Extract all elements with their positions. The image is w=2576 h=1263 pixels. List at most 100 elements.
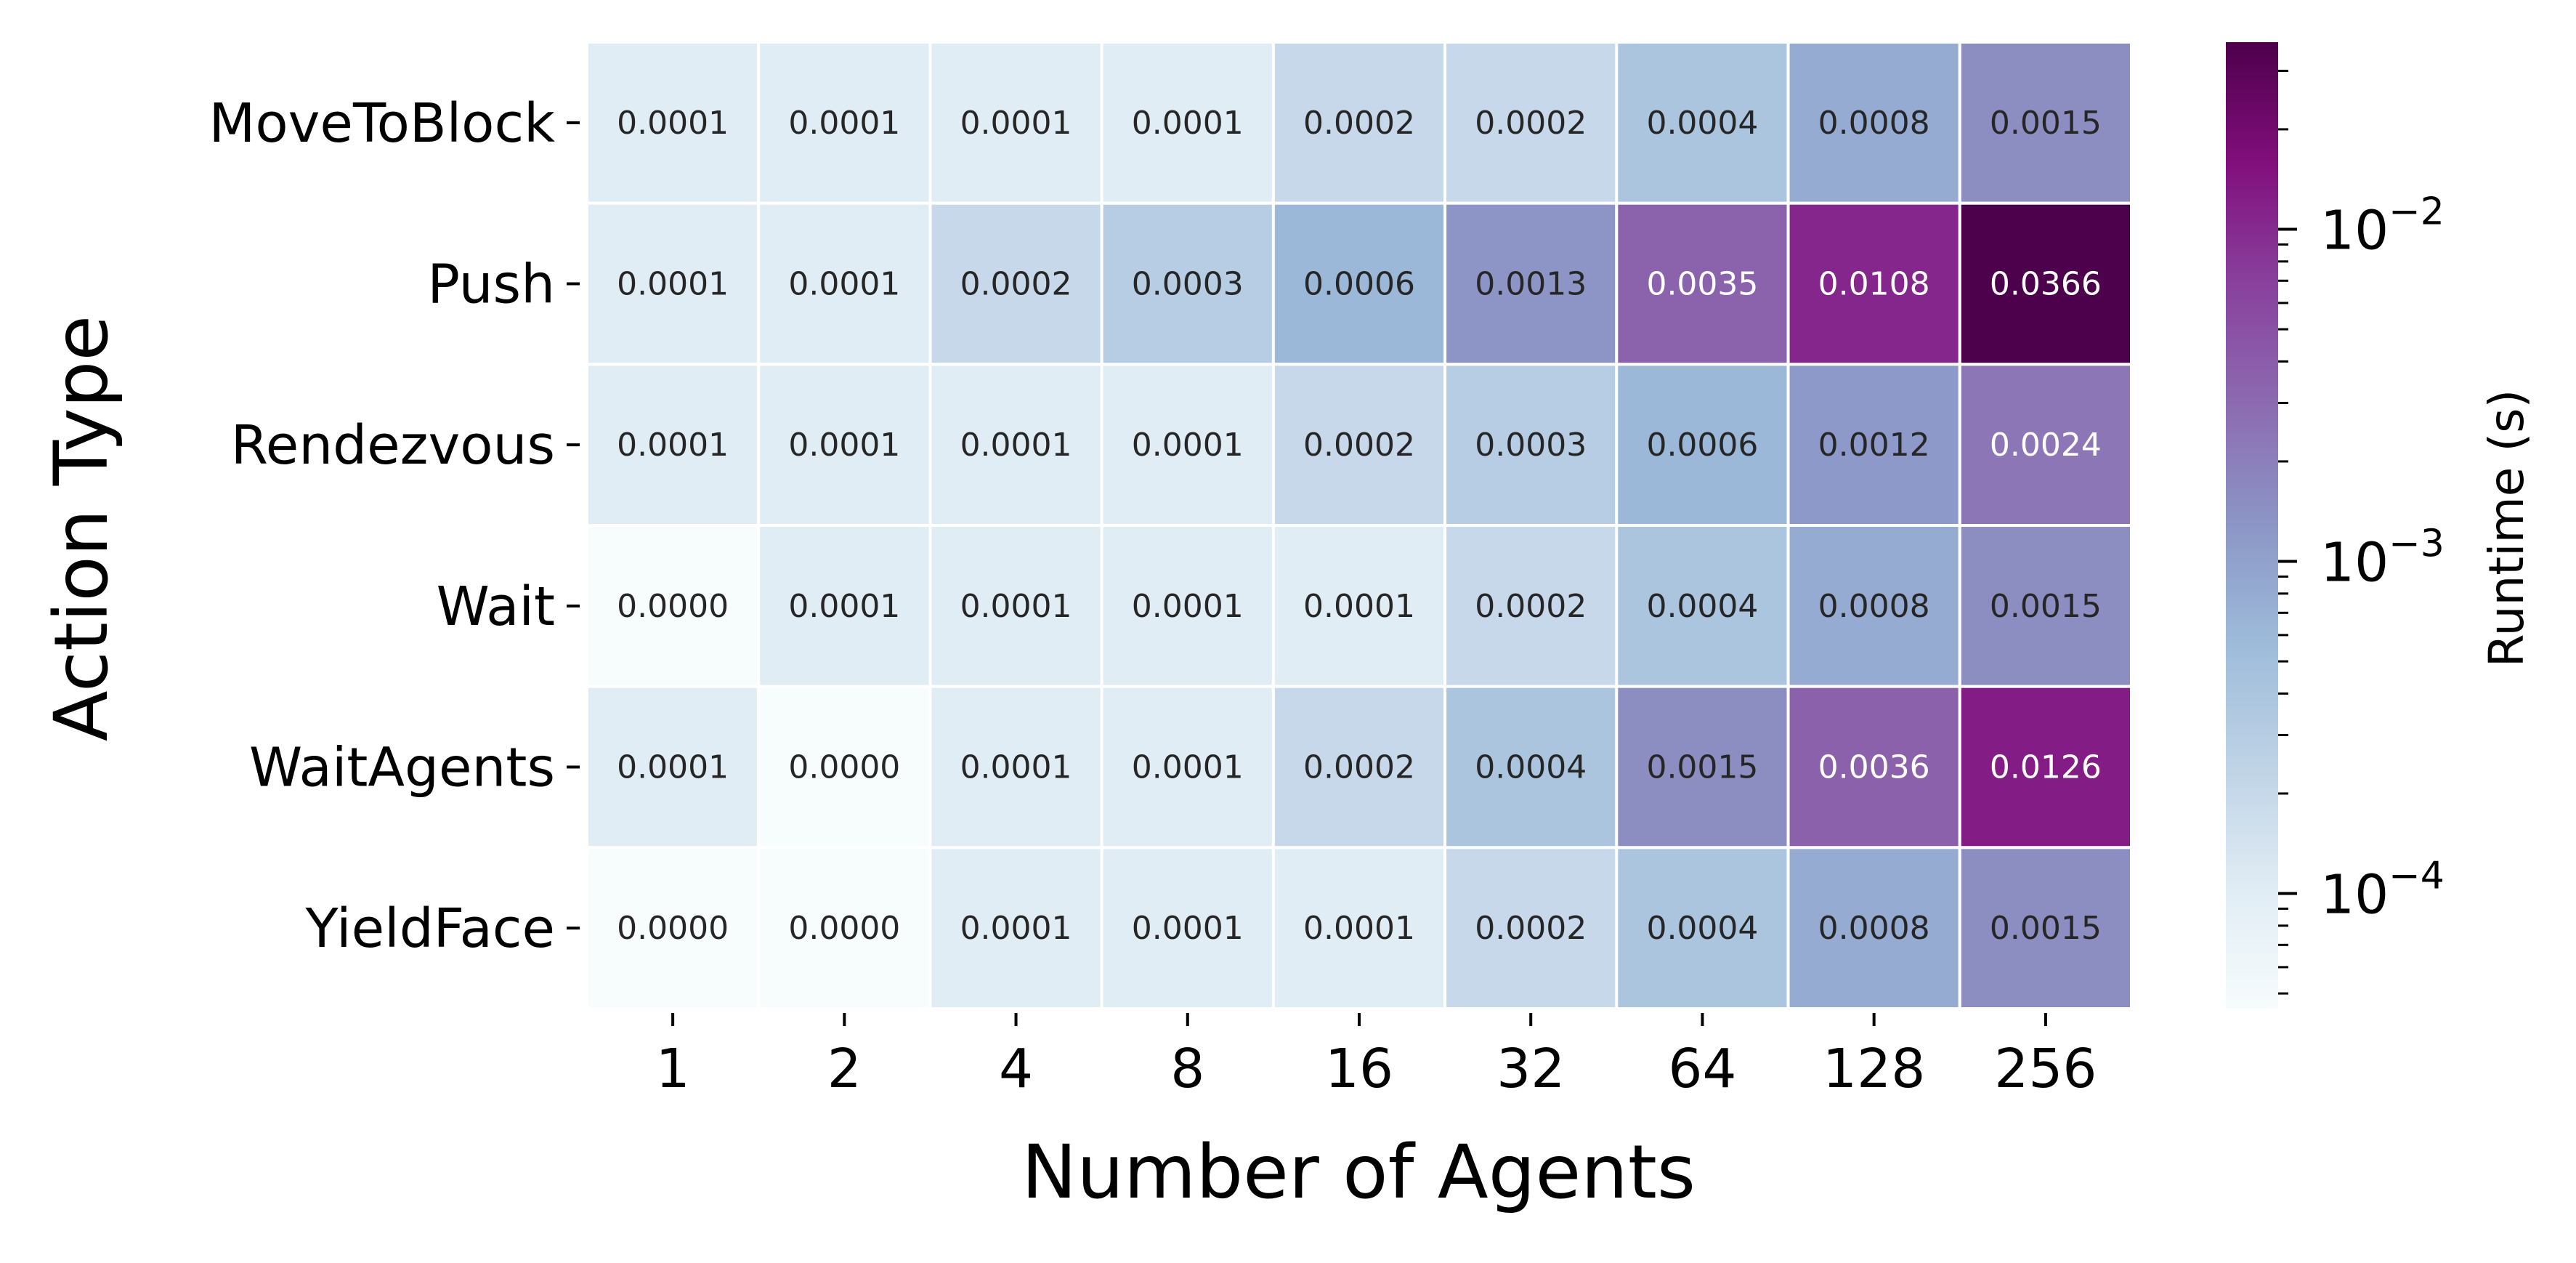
heatmap-cell <box>1615 363 1790 528</box>
heatmap-cell <box>1100 685 1275 850</box>
heatmap-cell <box>1615 685 1790 850</box>
heatmap-cell <box>928 846 1103 1011</box>
x-tick-label: 128 <box>1823 1038 1925 1100</box>
y-tick-label: YieldFace <box>304 897 555 960</box>
cell-value-label: 0.0008 <box>1818 588 1930 625</box>
colorbar <box>2226 42 2278 1009</box>
y-axis: MoveToBlock Push Rendezvous Wait WaitAgents Y… <box>209 92 580 960</box>
x-axis-title: Number of Agents <box>1021 1129 1696 1216</box>
cell-value-label: 0.0001 <box>1132 749 1244 786</box>
x-axis: 1 2 4 8 16 32 64 128 256 <box>656 1013 2097 1100</box>
heatmap-cell <box>1786 201 1961 366</box>
heatmap-cell <box>586 201 761 366</box>
cell-value-label: 0.0015 <box>1990 105 2102 142</box>
colorbar-tick-label: 10−4 <box>2320 855 2445 927</box>
cell-value-label: 0.0000 <box>788 749 900 786</box>
heatmap-cell <box>586 524 761 688</box>
x-tick-label: 16 <box>1325 1038 1393 1100</box>
cell-value-label: 0.0366 <box>1990 266 2102 303</box>
x-tick-label: 8 <box>1170 1038 1204 1100</box>
heatmap-cell <box>586 846 761 1011</box>
heatmap-cell <box>1958 846 2134 1011</box>
heatmap-cells <box>586 41 2134 1011</box>
heatmap-cell <box>757 41 932 205</box>
cell-value-label: 0.0001 <box>960 588 1072 625</box>
heatmap-cell <box>1958 685 2134 850</box>
x-tick-label: 32 <box>1496 1038 1565 1100</box>
cell-value-label: 0.0004 <box>1646 105 1758 142</box>
heatmap-cell <box>1786 846 1961 1011</box>
heatmap-cell <box>1443 846 1619 1011</box>
y-tick-label: Wait <box>437 576 555 638</box>
cell-value-label: 0.0002 <box>1303 427 1415 464</box>
cell-value-label: 0.0012 <box>1818 427 1930 464</box>
heatmap-cell <box>1100 363 1275 528</box>
heatmap-cell <box>1958 524 2134 688</box>
y-tick-label: Rendezvous <box>231 414 555 477</box>
cell-value-label: 0.0001 <box>960 427 1072 464</box>
cell-value-label: 0.0001 <box>960 910 1072 947</box>
heatmap-cell <box>1443 41 1619 205</box>
heatmap-cell <box>586 685 761 850</box>
cell-value-label: 0.0001 <box>1132 427 1244 464</box>
heatmap-cell <box>1100 846 1275 1011</box>
cell-value-label: 0.0003 <box>1475 427 1587 464</box>
y-tick-label: MoveToBlock <box>209 92 556 155</box>
x-tick-label: 64 <box>1668 1038 1736 1100</box>
x-tick-label: 4 <box>999 1038 1033 1100</box>
heatmap-cell <box>757 524 932 688</box>
cell-value-label: 0.0006 <box>1646 427 1758 464</box>
heatmap-cell <box>586 363 761 528</box>
x-tick-label: 256 <box>1994 1038 2097 1100</box>
heatmap-cell <box>757 846 932 1011</box>
y-tick-label: Push <box>427 254 555 316</box>
cell-value-label: 0.0002 <box>1303 749 1415 786</box>
heatmap-cell <box>1786 41 1961 205</box>
heatmap-cell <box>1271 363 1447 528</box>
cell-value-label: 0.0001 <box>960 105 1072 142</box>
cell-value-label: 0.0001 <box>617 105 729 142</box>
cell-value-label: 0.0036 <box>1818 749 1930 786</box>
heatmap-cell <box>928 41 1103 205</box>
cell-value-label: 0.0008 <box>1818 105 1930 142</box>
cell-value-label: 0.0006 <box>1303 266 1415 303</box>
cell-value-label: 0.0001 <box>1132 105 1244 142</box>
cell-value-label: 0.0015 <box>1990 588 2102 625</box>
y-axis-title: Action Type <box>39 315 125 741</box>
colorbar-tick-label: 10−2 <box>2320 190 2445 262</box>
cell-value-label: 0.0126 <box>1990 749 2102 786</box>
cell-value-label: 0.0013 <box>1475 266 1587 303</box>
cell-value-label: 0.0002 <box>1303 105 1415 142</box>
cell-value-label: 0.0004 <box>1646 910 1758 947</box>
cell-value-label: 0.0001 <box>617 427 729 464</box>
cell-value-label: 0.0001 <box>1132 588 1244 625</box>
colorbar-ticks: 10−4 10−3 10−2 <box>2278 69 2445 995</box>
heatmap-cell <box>1271 846 1447 1011</box>
heatmap-cell <box>928 201 1103 366</box>
heatmap-cell <box>1958 363 2134 528</box>
cell-value-label: 0.0001 <box>1303 588 1415 625</box>
cell-value-label: 0.0002 <box>1475 910 1587 947</box>
cell-value-label: 0.0015 <box>1646 749 1758 786</box>
y-tick-label: WaitAgents <box>249 737 555 799</box>
cell-value-label: 0.0000 <box>788 910 900 947</box>
heatmap-cell <box>928 685 1103 850</box>
heatmap-cell <box>1271 201 1447 366</box>
cell-value-label: 0.0003 <box>1132 266 1244 303</box>
cell-value-label: 0.0001 <box>788 105 900 142</box>
cell-value-label: 0.0002 <box>1475 105 1587 142</box>
colorbar-label: Runtime (s) <box>2479 390 2535 668</box>
heatmap-cell <box>757 363 932 528</box>
cell-value-label: 0.0001 <box>617 749 729 786</box>
cell-value-label: 0.0015 <box>1990 910 2102 947</box>
cell-value-label: 0.0001 <box>788 588 900 625</box>
cell-value-label: 0.0000 <box>617 910 729 947</box>
cell-value-label: 0.0000 <box>617 588 729 625</box>
heatmap-cell <box>1615 201 1790 366</box>
cell-value-label: 0.0001 <box>960 749 1072 786</box>
cell-value-label: 0.0024 <box>1990 427 2102 464</box>
x-tick-label: 1 <box>656 1038 690 1100</box>
x-tick-label: 2 <box>827 1038 862 1100</box>
cell-value-label: 0.0004 <box>1646 588 1758 625</box>
